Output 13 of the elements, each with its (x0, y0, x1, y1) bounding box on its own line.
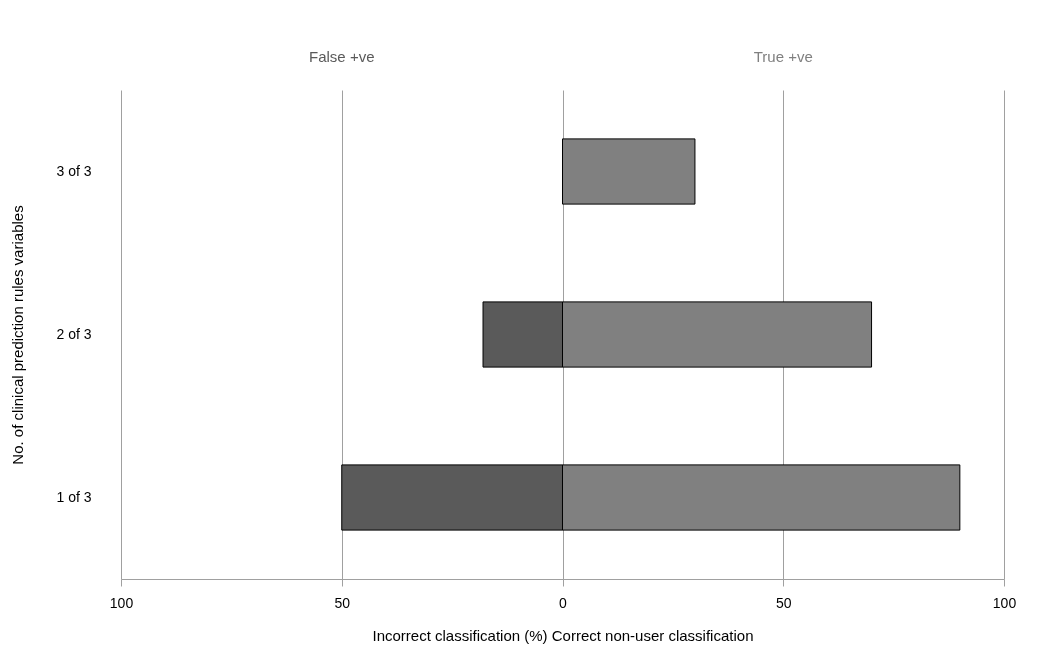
bar (562, 138, 696, 205)
x-tick-label: 100 (992, 594, 1017, 611)
x-tick-label: 0 (559, 594, 568, 611)
y-tick-label: 2 of 3 (56, 325, 92, 342)
text: False +ve (309, 48, 375, 65)
x-tick-label: 50 (775, 594, 792, 611)
y-tick-label: 1 of 3 (56, 488, 92, 505)
x-axis-title: Incorrect classification (%) Correct non-user classification (372, 626, 754, 644)
text: True +ve (753, 48, 813, 65)
x-tick-label: 100 (109, 594, 134, 611)
y-axis-title: No. of clinical prediction rules variables (9, 205, 27, 465)
x-tick-label: 50 (334, 594, 351, 611)
y-tick-label: 3 of 3 (56, 162, 92, 179)
